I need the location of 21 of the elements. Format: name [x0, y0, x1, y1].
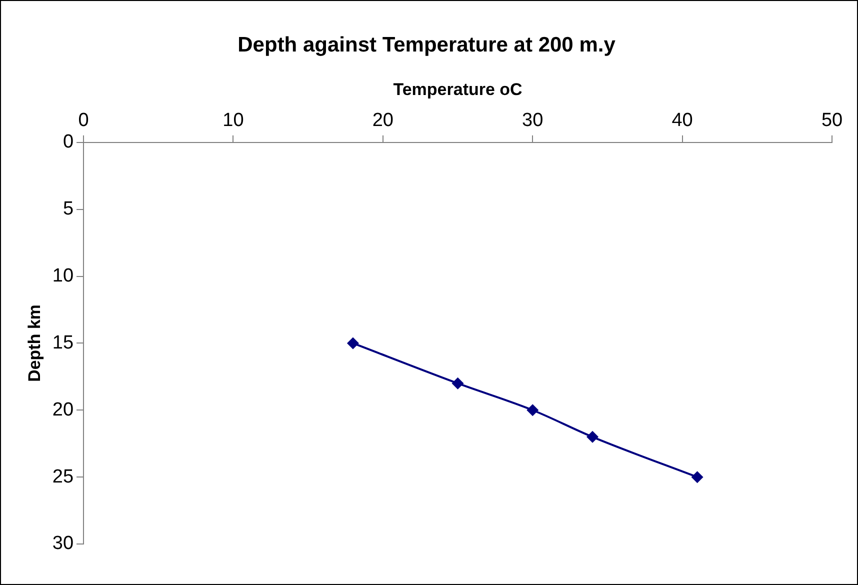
x-tick-label: 20	[372, 110, 394, 132]
x-tick-label: 50	[821, 110, 843, 132]
point	[526, 404, 539, 416]
point	[346, 337, 359, 350]
y-tick-label: 10	[52, 266, 74, 286]
x-tick-label: 40	[672, 110, 693, 132]
y-tick-label: 20	[52, 399, 74, 420]
x-tick-label: 10	[222, 110, 244, 132]
y-tick-label: 30	[52, 533, 74, 554]
chart-title: Depth against Temperature at 200 m.y	[238, 33, 616, 56]
y-tick-label: 15	[52, 332, 74, 354]
y-tick-label: 0	[62, 132, 74, 153]
x-axis-title: Temperature oC	[393, 80, 522, 100]
y-axis-title: Depth km	[24, 304, 44, 382]
y-tick-label: 5	[62, 198, 74, 220]
point	[452, 377, 464, 390]
y-tick-label: 25	[52, 466, 74, 488]
point	[691, 471, 704, 484]
point	[586, 430, 598, 443]
x-tick-label: 30	[522, 110, 544, 132]
x-tick-label: 0	[78, 110, 89, 132]
